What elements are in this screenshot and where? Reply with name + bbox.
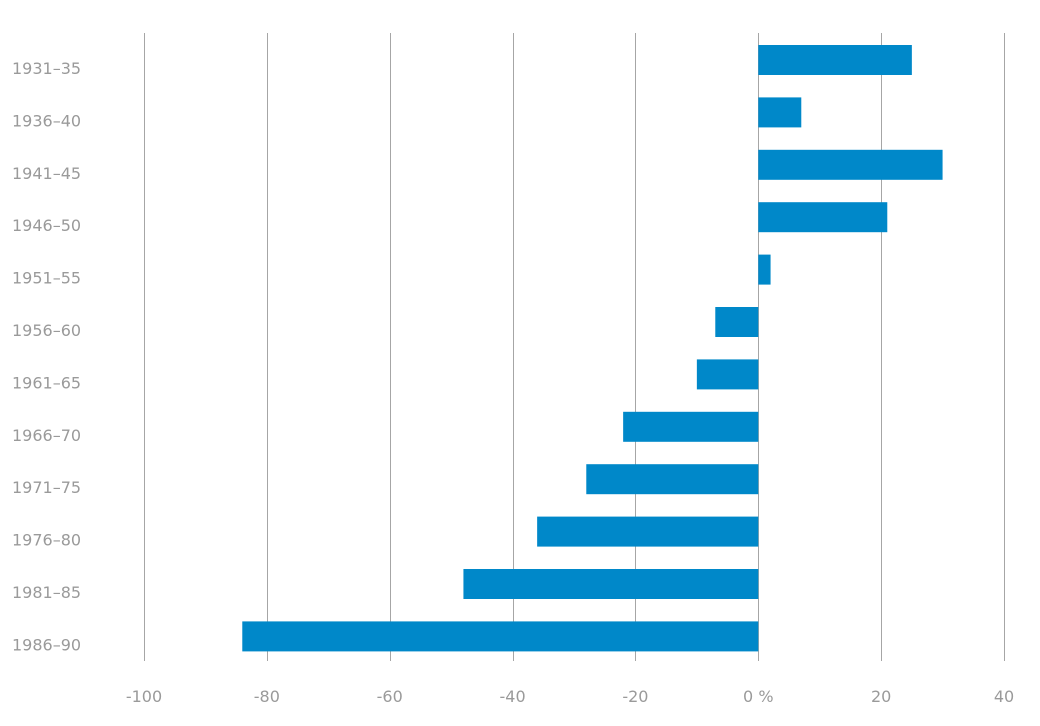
bar [537,516,759,547]
x-tick-labels: -100 -80 -60 -40 -20 0 % 20 40 [126,687,1014,706]
category-label: 1976–80 [12,531,81,550]
x-tick-label: 20 [871,687,891,706]
category-label: 1946–50 [12,216,81,235]
bar [463,569,759,599]
category-label: 1941–45 [12,164,81,183]
bar [586,464,759,495]
category-label: 1936–40 [12,111,81,130]
bar [758,97,802,128]
x-tick-label: 0 % [743,687,773,706]
x-tick-label: -20 [622,687,648,706]
category-label: 1956–60 [12,321,81,340]
x-tick-label: -40 [500,687,526,706]
x-tick-label: -100 [126,687,162,706]
bar [696,359,759,390]
bar [758,149,943,180]
category-label: 1971–75 [12,478,81,497]
bar [623,411,759,442]
gridlines [144,33,1005,661]
category-label: 1986–90 [12,635,81,654]
x-tick-label: -60 [377,687,403,706]
bar [758,202,888,233]
bar [758,254,771,285]
category-label: 1966–70 [12,426,81,445]
x-tick-label: -80 [254,687,280,706]
category-labels: 1931–35 1936–40 1941–45 1946–50 1951–55 1956–… [12,59,81,654]
bar [758,45,912,75]
x-tick-label: 40 [994,687,1014,706]
category-label: 1931–35 [12,59,81,78]
category-label: 1961–65 [12,373,81,392]
bars [242,45,943,652]
bar [715,307,759,337]
bar [242,621,759,652]
category-label: 1951–55 [12,269,81,288]
category-label: 1981–85 [12,583,81,602]
